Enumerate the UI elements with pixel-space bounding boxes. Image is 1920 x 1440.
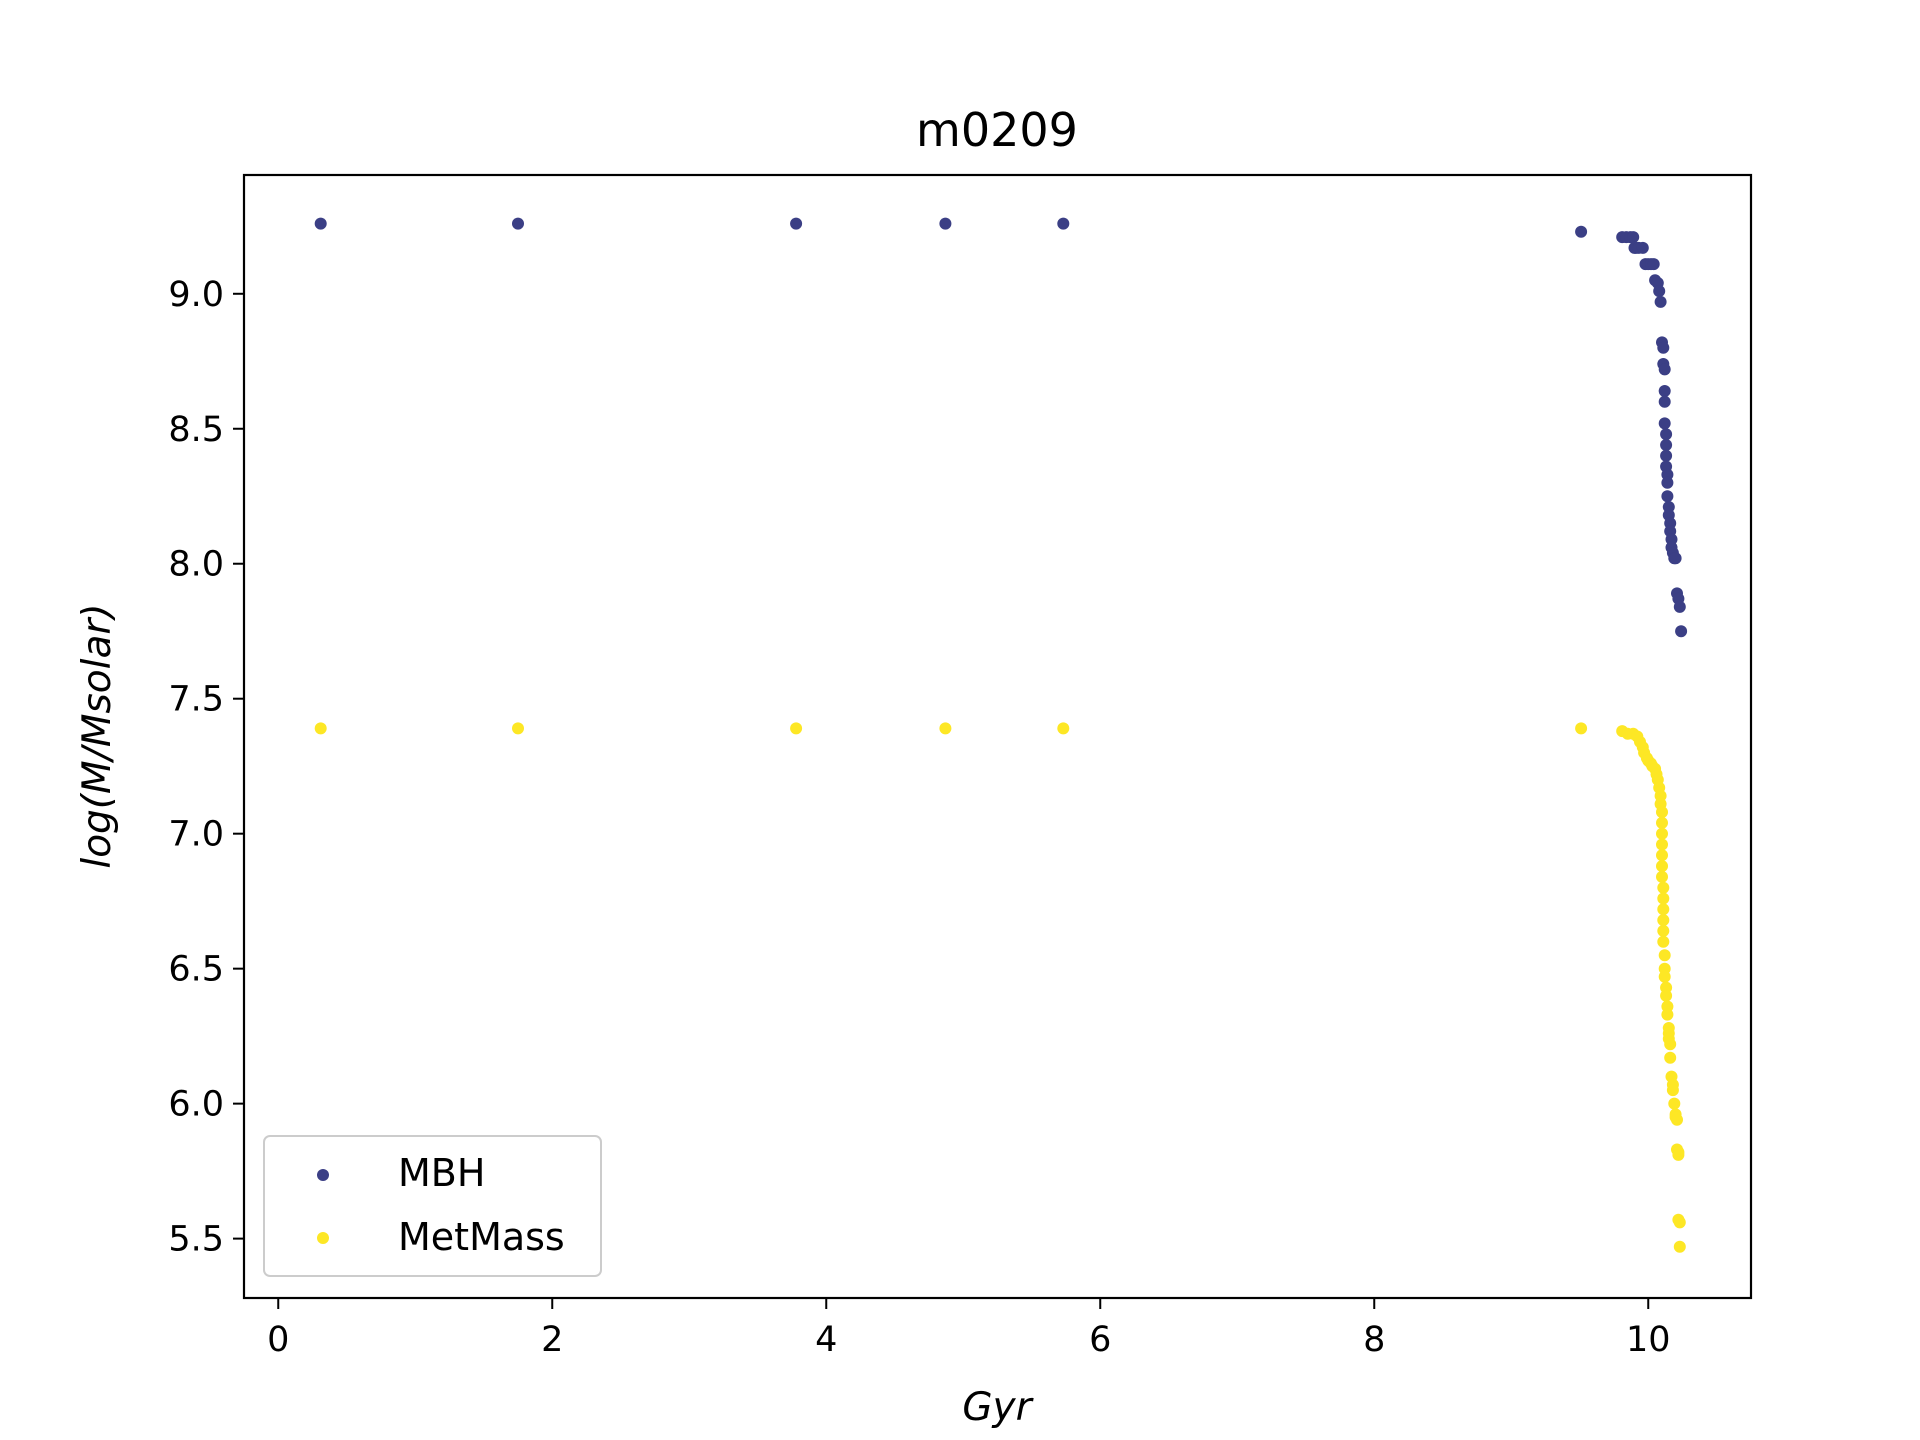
point-metmass-0 <box>314 722 327 735</box>
y-tick-label-6-5: 6.5 <box>168 950 224 990</box>
point-metmass-34 <box>1657 924 1670 937</box>
point-metmass-50 <box>1666 1084 1679 1097</box>
point-metmass-42 <box>1661 1008 1674 1021</box>
point-metmass-27 <box>1656 849 1668 862</box>
point-metmass-57 <box>1672 1148 1685 1161</box>
point-metmass-59 <box>1673 1216 1686 1229</box>
y-tick-label-5-5: 5.5 <box>168 1220 224 1260</box>
plot-points <box>314 217 1688 1253</box>
y-tick-label-6-0: 6.0 <box>168 1085 224 1125</box>
point-metmass-28 <box>1656 860 1668 873</box>
point-mbh-4 <box>1057 217 1070 230</box>
y-tick-label-8-0: 8.0 <box>168 545 224 585</box>
plot-frame <box>242 173 1753 1300</box>
point-mbh-29 <box>1660 428 1673 441</box>
point-metmass-25 <box>1656 827 1668 840</box>
point-metmass-30 <box>1657 881 1670 894</box>
point-metmass-31 <box>1657 892 1670 905</box>
point-metmass-26 <box>1656 838 1668 851</box>
point-mbh-35 <box>1661 490 1674 503</box>
point-mbh-34 <box>1661 476 1674 489</box>
x-tick-label-10: 10 <box>1626 1320 1671 1360</box>
point-metmass-51 <box>1668 1097 1681 1110</box>
legend-box <box>263 1135 602 1277</box>
y-tick-label-7-5: 7.5 <box>168 680 224 720</box>
legend-label-mbh: MBH <box>398 1151 485 1195</box>
point-metmass-23 <box>1656 806 1668 819</box>
point-metmass-33 <box>1657 914 1670 927</box>
point-mbh-23 <box>1657 341 1670 354</box>
point-metmass-47 <box>1664 1051 1677 1064</box>
y-tick-label-8-5: 8.5 <box>168 410 224 450</box>
point-mbh-13 <box>1636 241 1649 254</box>
point-metmass-5 <box>1575 722 1588 735</box>
point-mbh-2 <box>790 217 803 230</box>
point-mbh-0 <box>314 217 327 230</box>
legend-marker-mbh <box>317 1169 329 1181</box>
point-mbh-9 <box>1627 231 1640 244</box>
legend-label-metmass: MetMass <box>398 1215 565 1259</box>
y-tick-label-9-0: 9.0 <box>168 275 224 315</box>
point-mbh-17 <box>1647 258 1660 271</box>
point-mbh-27 <box>1658 395 1671 408</box>
x-tick-label-4: 4 <box>815 1320 837 1360</box>
point-mbh-1 <box>512 217 524 230</box>
point-mbh-26 <box>1658 385 1671 397</box>
point-mbh-25 <box>1658 363 1671 376</box>
point-metmass-36 <box>1658 949 1671 962</box>
point-metmass-35 <box>1657 935 1670 948</box>
x-axis-label: Gyr <box>962 1385 1034 1430</box>
point-mbh-3 <box>939 217 952 230</box>
point-metmass-54 <box>1671 1113 1683 1126</box>
y-tick-label-7-0: 7.0 <box>168 815 224 855</box>
x-tick-label-6: 6 <box>1089 1320 1111 1360</box>
point-mbh-28 <box>1658 417 1671 430</box>
point-mbh-21 <box>1654 295 1667 308</box>
y-axis-ticks: 5.5 6.0 6.5 7.0 7.5 8.0 8.5 9.0 <box>168 275 244 1260</box>
point-mbh-5 <box>1575 225 1588 238</box>
x-tick-label-2: 2 <box>541 1320 563 1360</box>
x-axis-ticks: 0 2 4 6 8 10 <box>267 1298 1671 1360</box>
point-mbh-47 <box>1673 600 1686 613</box>
point-metmass-24 <box>1656 816 1668 829</box>
point-metmass-60 <box>1673 1240 1686 1253</box>
point-mbh-31 <box>1660 449 1673 462</box>
point-mbh-44 <box>1669 552 1682 565</box>
point-metmass-46 <box>1664 1038 1677 1051</box>
x-tick-label-0: 0 <box>267 1320 289 1360</box>
point-metmass-38 <box>1658 970 1671 983</box>
point-mbh-48 <box>1675 625 1688 638</box>
y-axis-label: log(M/Msolar) <box>75 603 120 868</box>
point-metmass-4 <box>1057 722 1070 735</box>
point-metmass-3 <box>939 722 952 735</box>
point-mbh-20 <box>1653 285 1666 298</box>
point-metmass-29 <box>1656 870 1668 883</box>
point-metmass-32 <box>1657 903 1670 916</box>
point-metmass-40 <box>1660 989 1673 1002</box>
x-tick-label-8: 8 <box>1363 1320 1385 1360</box>
point-metmass-1 <box>512 722 524 735</box>
chart-title: m0209 <box>916 103 1078 157</box>
point-metmass-2 <box>790 722 803 735</box>
legend: MBH MetMass <box>263 1135 602 1277</box>
legend-marker-metmass <box>317 1232 329 1244</box>
point-mbh-30 <box>1660 439 1673 451</box>
